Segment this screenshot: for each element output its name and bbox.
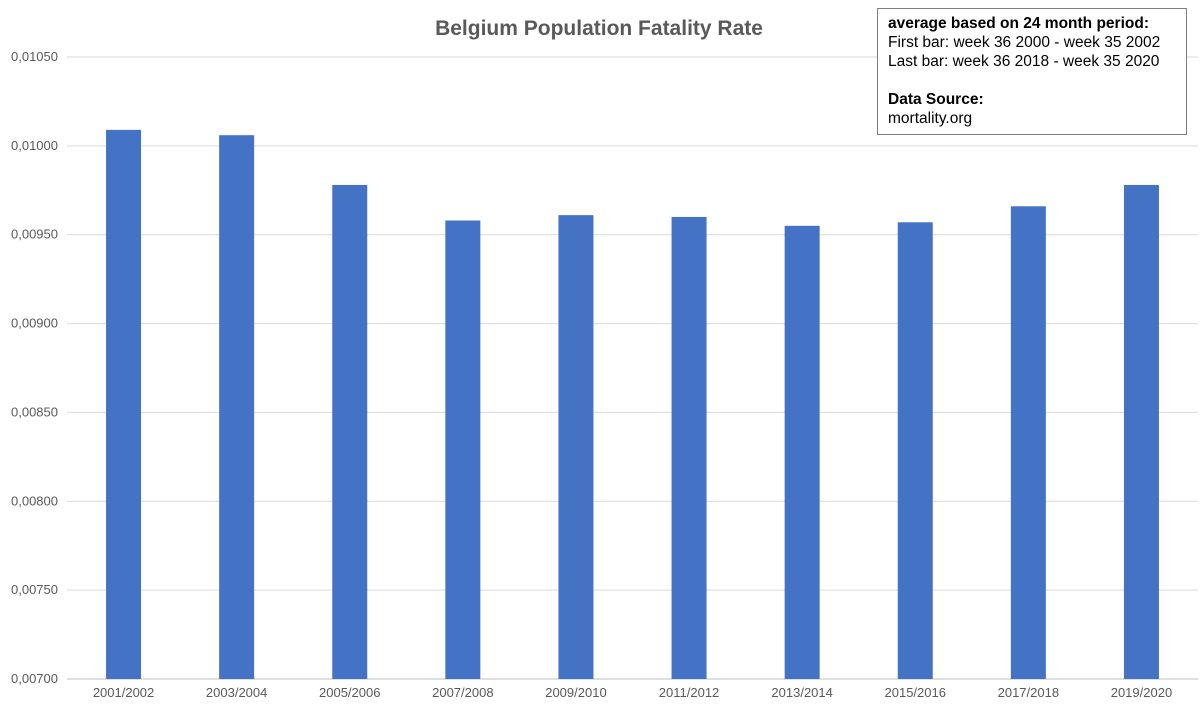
info-source-heading: Data Source: — [888, 91, 984, 108]
y-tick-label: 0,00900 — [11, 316, 58, 331]
y-tick-label: 0,00750 — [11, 582, 58, 597]
x-tick-label: 2001/2002 — [93, 685, 154, 700]
bars — [106, 129, 1159, 680]
x-tick-label: 2003/2004 — [206, 685, 267, 700]
gridlines — [67, 56, 1198, 680]
bar — [445, 220, 481, 680]
info-first-bar: First bar: week 36 2000 - week 35 2002 — [888, 34, 1161, 51]
info-last-bar: Last bar: week 36 2018 - week 35 2020 — [888, 53, 1160, 70]
chart-title: Belgium Population Fatality Rate — [435, 17, 763, 40]
y-tick-label: 0,01000 — [11, 138, 58, 153]
bar — [332, 184, 368, 679]
bar — [897, 222, 933, 679]
x-tick-label: 2011/2012 — [659, 685, 720, 700]
y-tick-label: 0,01050 — [11, 49, 58, 64]
bar — [219, 135, 255, 680]
x-tick-label: 2017/2018 — [998, 685, 1059, 700]
bar — [671, 216, 707, 679]
x-tick-label: 2009/2010 — [545, 685, 606, 700]
bar — [784, 225, 820, 680]
info-textbox: average based on 24 month period: First … — [877, 8, 1187, 135]
x-tick-label: 2007/2008 — [432, 685, 493, 700]
bar — [1010, 206, 1046, 679]
y-tick-label: 0,00800 — [11, 493, 58, 508]
x-axis-ticks: 2001/2002 2003/2004 2005/2006 2007/2008 2009… — [93, 685, 1172, 700]
info-heading: average based on 24 month period: — [888, 15, 1149, 32]
y-tick-label: 0,00850 — [11, 404, 58, 419]
x-tick-label: 2019/2020 — [1111, 685, 1172, 700]
y-tick-label: 0,00700 — [11, 671, 58, 686]
bar — [106, 129, 142, 679]
x-tick-label: 2015/2016 — [885, 685, 946, 700]
bar — [1123, 184, 1159, 679]
y-tick-label: 0,00950 — [11, 227, 58, 242]
x-tick-label: 2005/2006 — [319, 685, 380, 700]
bar — [558, 215, 594, 679]
x-tick-label: 2013/2014 — [771, 685, 832, 700]
y-axis-ticks: 0,00700 0,00750 0,00800 0,00850 0,00900 0,009… — [11, 49, 58, 686]
info-source: mortality.org — [888, 110, 973, 127]
